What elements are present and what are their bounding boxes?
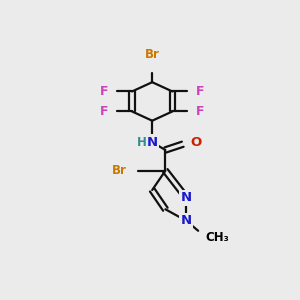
- Text: H: H: [136, 136, 146, 149]
- Text: F: F: [196, 85, 205, 98]
- Text: Br: Br: [112, 164, 127, 177]
- Text: N: N: [147, 136, 158, 149]
- Text: N: N: [181, 214, 192, 227]
- Text: Br: Br: [145, 48, 160, 61]
- Text: F: F: [196, 105, 205, 118]
- Text: F: F: [100, 85, 108, 98]
- Text: F: F: [100, 105, 108, 118]
- Text: N: N: [181, 191, 192, 204]
- Text: CH₃: CH₃: [206, 231, 229, 244]
- Text: O: O: [191, 136, 202, 149]
